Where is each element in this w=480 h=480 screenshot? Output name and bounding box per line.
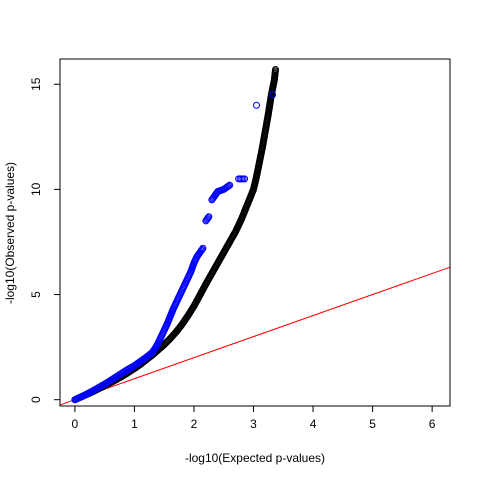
y-tick-label: 0 [29,396,43,403]
data-point [226,181,234,189]
series-2 [71,91,277,404]
x-tick-label: 1 [131,417,138,431]
x-axis-title: -log10(Expected p-values) [185,451,325,465]
data-point [252,101,260,109]
data-point [197,246,205,254]
y-tick-label: 5 [29,291,43,298]
data-point [199,244,207,252]
y-axis-title: -log10(Observed p-values) [3,162,17,304]
y-axis: 0 5 10 15 [29,77,60,403]
points-layer [71,66,280,404]
reference-line-layer [59,266,451,406]
data-point [272,66,280,74]
series-1 [71,66,280,404]
plot-frame [59,58,451,407]
data-point [205,213,213,221]
reference-line [59,266,451,406]
data-point [203,215,211,223]
x-tick-label: 2 [191,417,198,431]
x-tick-label: 4 [310,417,317,431]
data-point [241,175,249,183]
y-tick-label: 15 [29,77,43,91]
data-point [225,182,233,190]
x-tick-label: 0 [72,417,79,431]
data-point [204,214,212,222]
x-tick-label: 3 [250,417,257,431]
data-point [224,183,232,191]
data-point [269,91,277,99]
data-point [198,245,206,253]
x-tick-label: 6 [429,417,436,431]
y-tick-label: 10 [29,182,43,196]
x-tick-label: 5 [369,417,376,431]
x-axis: 0 1 2 3 4 5 6 [72,406,436,431]
